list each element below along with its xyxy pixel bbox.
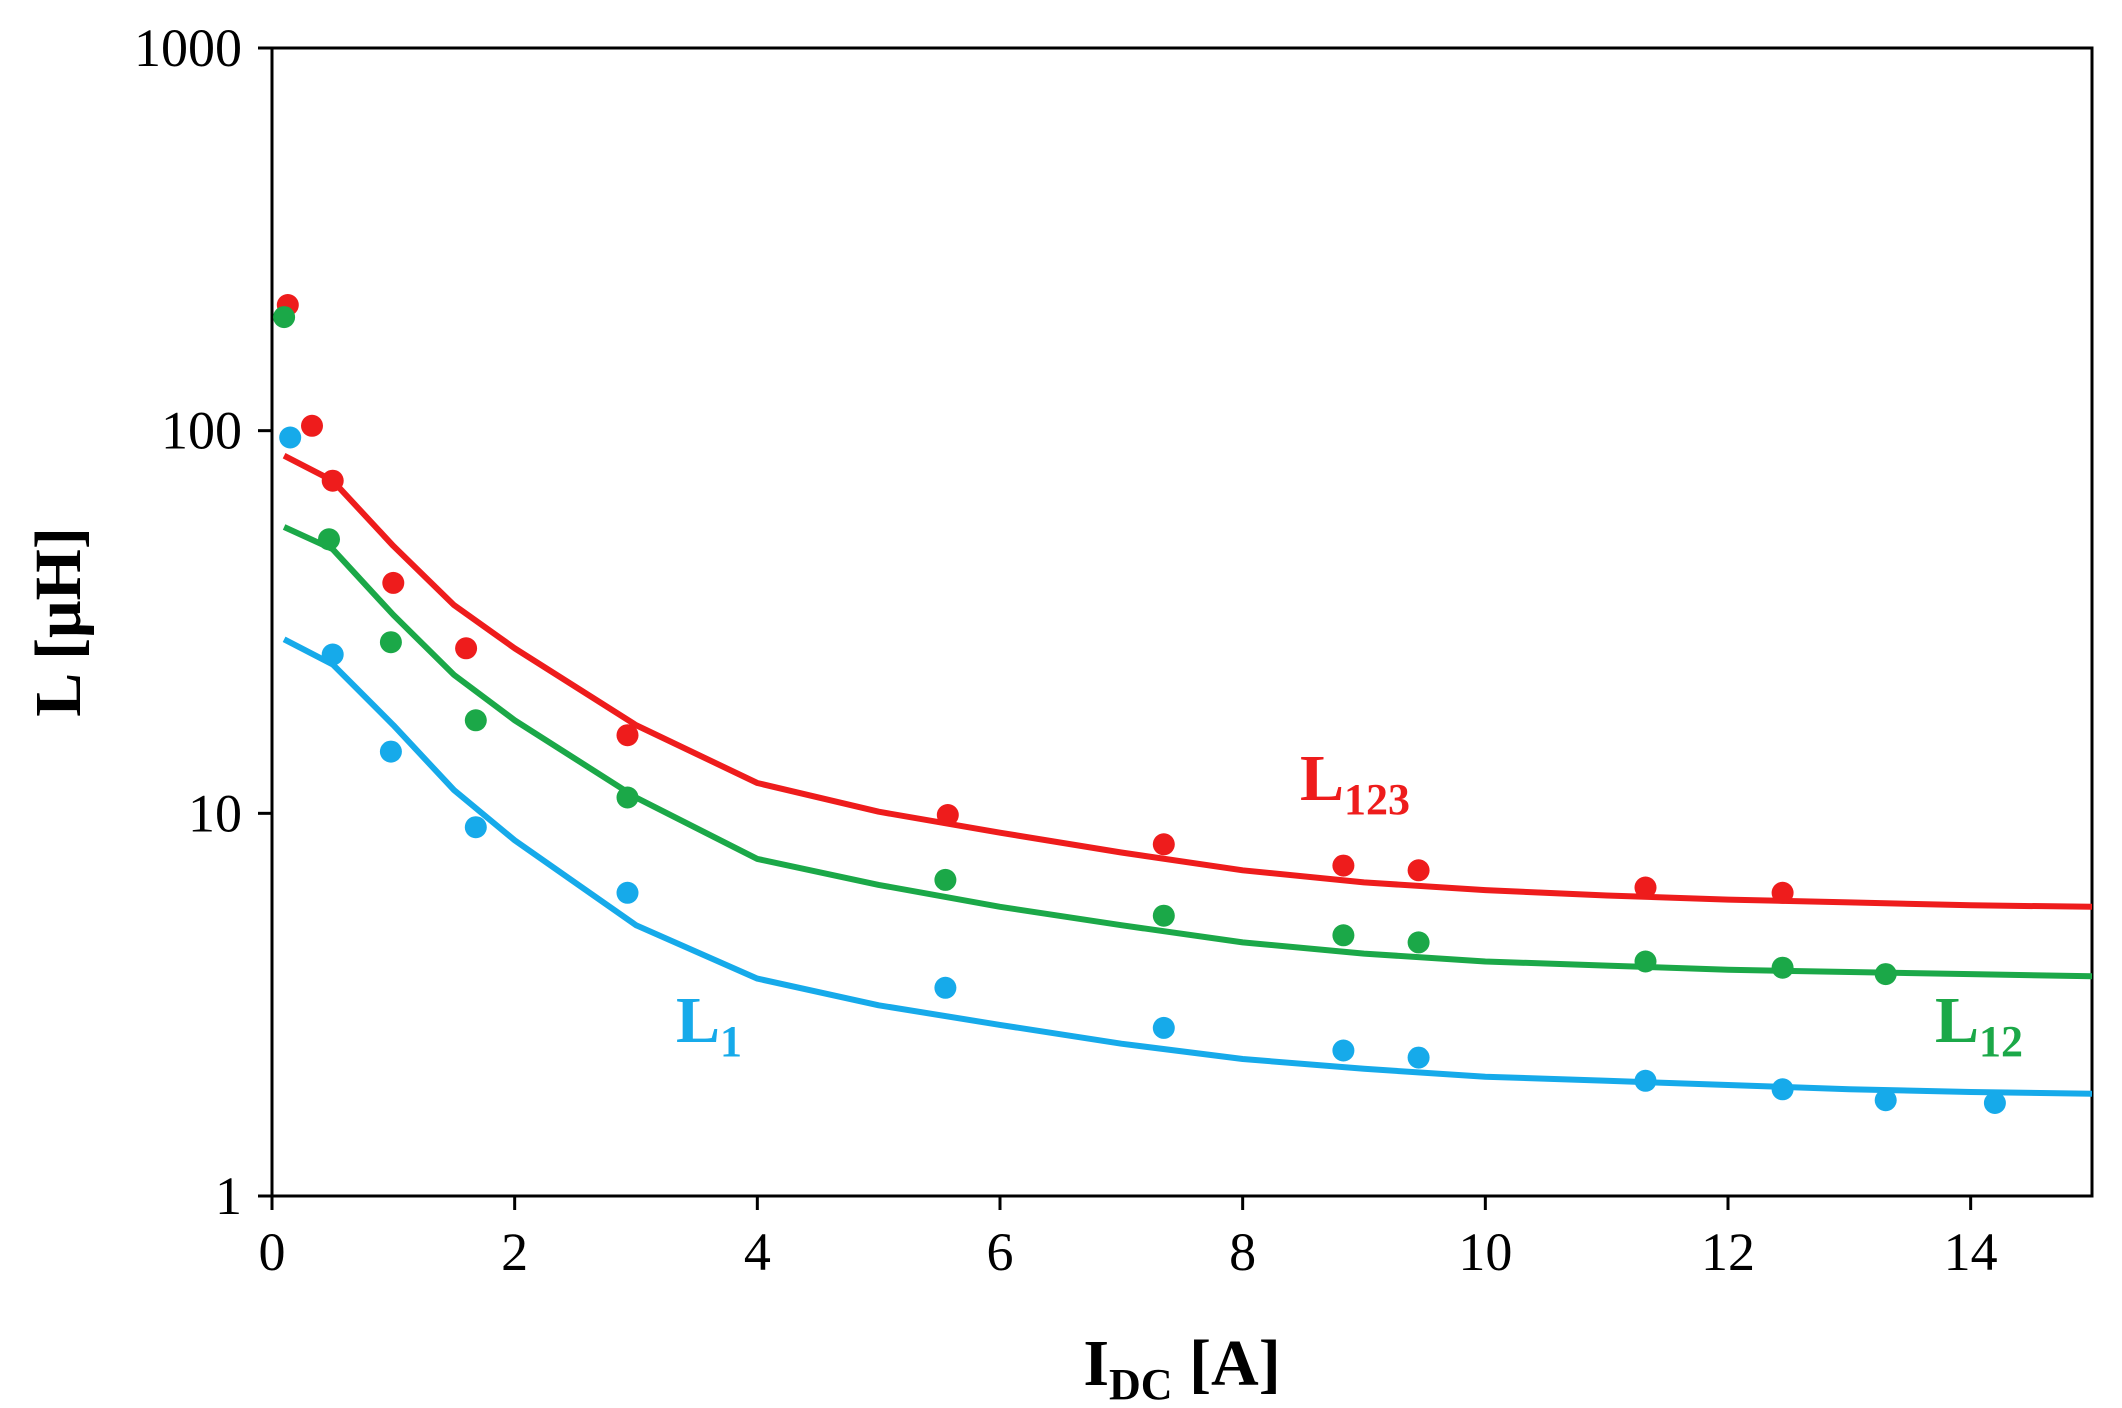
data-point-l1 xyxy=(1152,1016,1175,1039)
data-point-l123 xyxy=(1332,854,1355,877)
fit-line-l123 xyxy=(282,453,2093,910)
x-axis-title-main: I xyxy=(1083,1327,1109,1400)
y-tick-label: 1 xyxy=(215,1166,242,1226)
data-point-l1 xyxy=(279,426,302,449)
data-point-l1 xyxy=(1634,1069,1657,1092)
fit-lines xyxy=(282,453,2093,1097)
data-point-l12 xyxy=(318,528,340,551)
series-label-l12-main: L xyxy=(1935,984,1979,1057)
data-point-l123 xyxy=(382,571,405,594)
data-point-l12 xyxy=(1407,931,1430,954)
data-point-l12 xyxy=(464,709,487,732)
data-point-l123 xyxy=(301,414,323,437)
fit-line-l12 xyxy=(282,524,2093,980)
series-label-l12: L12 xyxy=(1935,984,2023,1066)
series-label-l1-sub: 1 xyxy=(720,1017,742,1066)
x-axis-title-unit: [A] xyxy=(1173,1327,1281,1400)
data-point-l123 xyxy=(616,724,639,747)
x-tick-label: 14 xyxy=(1944,1222,1998,1282)
data-point-l1 xyxy=(321,643,344,666)
data-point-l1 xyxy=(379,740,402,763)
fit-line-l1 xyxy=(282,636,2093,1097)
data-point-l1 xyxy=(1332,1039,1355,1062)
x-tick-label: 0 xyxy=(259,1222,286,1282)
data-point-l12 xyxy=(1874,963,1897,986)
x-axis-title: IDC [A] xyxy=(1083,1327,1280,1408)
y-tick-label: 10 xyxy=(188,783,242,843)
data-point-l12 xyxy=(616,786,639,809)
data-point-l1 xyxy=(616,881,639,904)
series-label-l123-main: L xyxy=(1300,742,1344,815)
x-axis-title-subscript: DC xyxy=(1109,1360,1173,1408)
data-point-l1 xyxy=(1874,1089,1897,1112)
data-point-l12 xyxy=(934,868,957,891)
data-point-l123 xyxy=(936,804,959,826)
data-point-l12 xyxy=(1634,950,1657,973)
data-point-l1 xyxy=(1983,1092,2006,1114)
data-point-l123 xyxy=(1771,881,1794,904)
plot-frame xyxy=(270,46,2094,1198)
data-point-l12 xyxy=(273,306,296,329)
y-tick-label: 1000 xyxy=(134,18,242,78)
data-point-l123 xyxy=(321,469,344,492)
x-tick-label: 6 xyxy=(987,1222,1014,1282)
data-points xyxy=(273,294,2006,1114)
x-tick-label: 2 xyxy=(501,1222,528,1282)
data-point-l12 xyxy=(1332,924,1355,947)
data-point-l12 xyxy=(379,631,402,654)
data-point-l123 xyxy=(1152,833,1175,856)
data-point-l1 xyxy=(934,976,957,999)
data-point-l1 xyxy=(464,816,487,839)
x-tick-label: 12 xyxy=(1701,1222,1755,1282)
x-tick-label: 8 xyxy=(1229,1222,1256,1282)
data-point-l12 xyxy=(1771,956,1794,979)
y-tick-label: 100 xyxy=(161,401,242,461)
series-label-l1: L1 xyxy=(676,984,742,1066)
x-tick-label: 4 xyxy=(744,1222,771,1282)
series-label-l1-main: L xyxy=(676,984,720,1057)
data-point-l123 xyxy=(455,637,478,660)
series-label-l123-sub: 123 xyxy=(1344,775,1410,824)
data-point-l1 xyxy=(1407,1046,1430,1069)
series-label-l123: L123 xyxy=(1300,742,1410,824)
y-axis-title: L [μH] xyxy=(22,527,95,717)
axis-ticks: 0 2 4 6 8 10 12 14 1 10 100 1000 xyxy=(134,18,1998,1282)
data-point-l12 xyxy=(1152,904,1175,927)
data-point-l1 xyxy=(1771,1078,1794,1101)
series-label-l12-sub: 12 xyxy=(1979,1017,2023,1066)
data-point-l123 xyxy=(1407,859,1430,882)
data-point-l123 xyxy=(1634,876,1657,899)
x-tick-label: 10 xyxy=(1458,1222,1512,1282)
